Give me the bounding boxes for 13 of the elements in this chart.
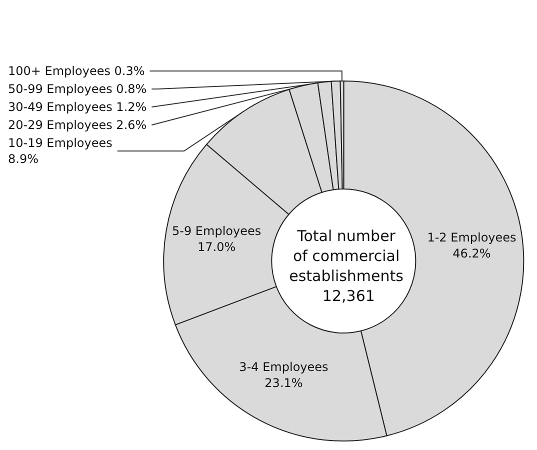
slice-label: 50-99 Employees 0.8% xyxy=(8,82,147,96)
slice-label: 100+ Employees 0.3% xyxy=(8,64,145,78)
slice-label: 30-49 Employees 1.2% xyxy=(8,100,147,114)
data-label: 8.9% xyxy=(8,152,38,166)
slice-label: 5-9 Employees xyxy=(172,224,262,238)
slice-label: 1-2 Employees xyxy=(427,230,516,244)
text: Total number of commercial establishments 12,361 xyxy=(289,227,408,305)
slice-label: 3-4 Employees xyxy=(239,360,328,374)
slice-label: 20-29 Employees 2.6% xyxy=(8,118,147,132)
data-label: 23.1% xyxy=(264,376,303,390)
data-label: 46.2% xyxy=(452,246,491,260)
slice-label: 10-19 Employees xyxy=(8,136,112,150)
data-label: 17.0% xyxy=(198,240,236,254)
